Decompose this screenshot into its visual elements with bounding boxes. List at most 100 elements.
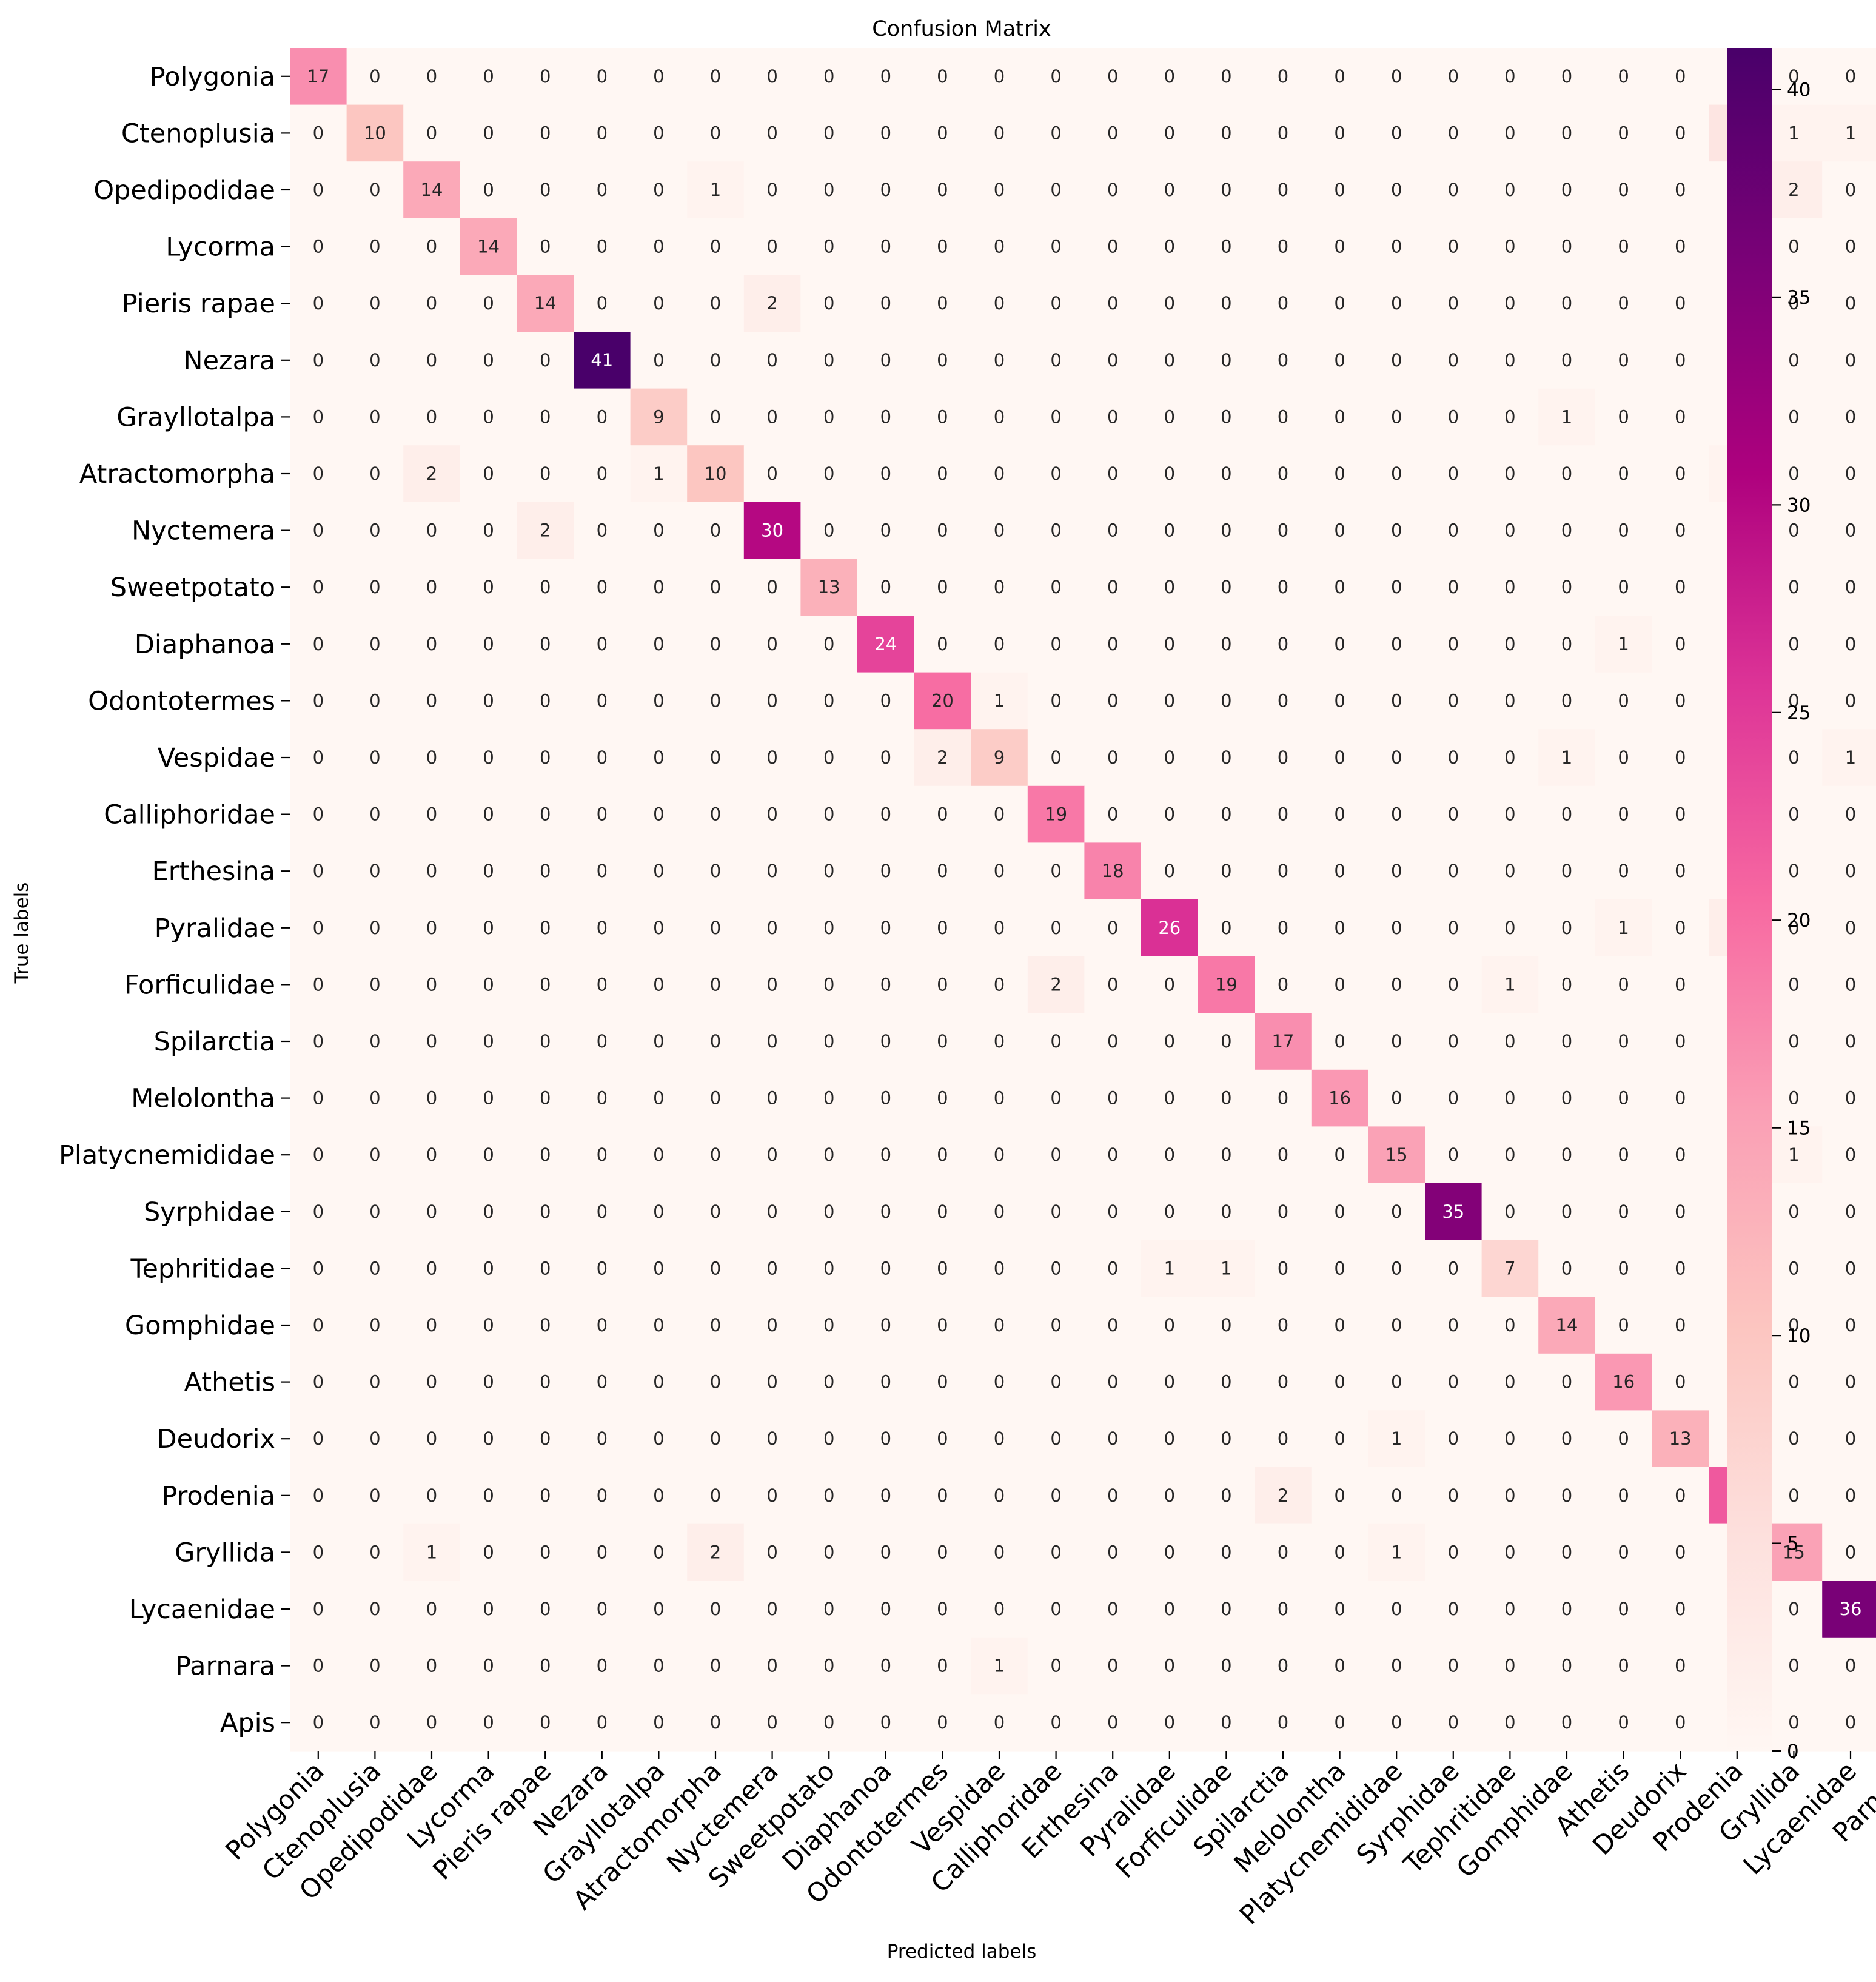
cell-value: 0 <box>880 237 891 257</box>
colorbar-tick-label: 25 <box>1787 702 1811 724</box>
cell-value: 0 <box>540 1258 551 1278</box>
cell-value: 0 <box>1504 1485 1515 1506</box>
heatmap-cell <box>630 502 688 559</box>
heatmap-cell <box>1368 956 1425 1013</box>
heatmap-cell <box>1084 956 1142 1013</box>
heatmap-cell <box>857 785 915 843</box>
cell-value: 0 <box>1618 804 1629 825</box>
heatmap-cell <box>403 672 461 730</box>
heatmap-cell <box>1141 388 1199 446</box>
heatmap-cell <box>630 842 688 900</box>
heatmap-cell <box>630 616 688 673</box>
cell-value: 0 <box>1334 237 1345 257</box>
heatmap-cell <box>1311 104 1368 162</box>
cell-value: 0 <box>1334 804 1345 825</box>
cell-value: 0 <box>1391 918 1402 938</box>
heatmap-cell <box>1822 559 1876 616</box>
heatmap-cell <box>1027 104 1085 162</box>
heatmap-cell <box>800 1694 858 1752</box>
cell-value: 0 <box>653 1372 664 1392</box>
cell-value: 0 <box>1107 123 1118 143</box>
cell-value: 0 <box>313 1372 324 1392</box>
cell-value: 0 <box>1107 1258 1118 1278</box>
heatmap-cell <box>574 275 631 332</box>
cell-value: 0 <box>1334 1258 1345 1278</box>
cell-value: 0 <box>937 1599 948 1619</box>
cell-value: 0 <box>1675 634 1686 654</box>
cell-value: 0 <box>1504 1542 1515 1562</box>
heatmap-cell <box>460 1240 517 1297</box>
heatmap-cell <box>1368 1581 1425 1638</box>
cell-value: 0 <box>483 1372 494 1392</box>
heatmap-cell <box>1084 729 1142 787</box>
heatmap-cell <box>1652 1523 1709 1581</box>
heatmap-cell <box>800 1069 858 1127</box>
cell-value: 0 <box>1561 804 1572 825</box>
heatmap-cell <box>1084 445 1142 503</box>
heatmap-cell <box>517 218 574 275</box>
heatmap-cell <box>1198 785 1255 843</box>
cell-value: 0 <box>1334 1144 1345 1165</box>
cell-value: 0 <box>1618 1144 1629 1165</box>
cell-value: 0 <box>540 747 551 768</box>
cell-value: 0 <box>1845 861 1856 881</box>
cell-value: 0 <box>653 690 664 711</box>
cell-value: 0 <box>1618 1656 1629 1676</box>
cell-value: 0 <box>1448 1088 1459 1109</box>
heatmap-cell <box>1595 104 1652 162</box>
heatmap-cell <box>971 1297 1028 1354</box>
cell-value: 35 <box>1442 1201 1464 1222</box>
cell-value: 0 <box>1050 577 1061 597</box>
cell-value: 0 <box>1788 690 1799 711</box>
heatmap-cell <box>857 502 915 559</box>
heatmap-cell <box>1765 1353 1823 1411</box>
heatmap-cell <box>1538 1523 1596 1581</box>
cell-value: 0 <box>823 861 834 881</box>
heatmap-cell <box>574 842 631 900</box>
colorbar-tick-label: 0 <box>1787 1741 1799 1762</box>
heatmap-cell <box>1084 672 1142 730</box>
heatmap-cell <box>1652 672 1709 730</box>
heatmap-cell <box>1311 218 1368 275</box>
cell-value: 0 <box>1845 1428 1856 1449</box>
cell-value: 0 <box>369 918 380 938</box>
cell-value: 0 <box>1618 690 1629 711</box>
heatmap-cell <box>1027 1240 1085 1297</box>
x-axis: PolygoniaCtenoplusiaOpedipodidaeLycormaP… <box>220 1751 1876 1930</box>
heatmap-cell <box>1141 616 1199 673</box>
cell-value: 0 <box>766 974 777 995</box>
cell-value: 0 <box>540 1485 551 1506</box>
heatmap-cell <box>346 1126 404 1184</box>
cell-value: 0 <box>994 577 1005 597</box>
heatmap-cell <box>1255 559 1312 616</box>
heatmap-cell <box>517 1183 574 1241</box>
heatmap-cell <box>1141 275 1199 332</box>
cell-value: 0 <box>994 463 1005 484</box>
heatmap-cell <box>1368 1126 1425 1184</box>
y-tick-label: Gryllida <box>175 1537 275 1568</box>
heatmap-cell <box>1595 218 1652 275</box>
cell-value: 2 <box>540 520 551 541</box>
cell-value: 0 <box>1448 1258 1459 1278</box>
heatmap-cell <box>1652 616 1709 673</box>
heatmap-cell <box>346 1467 404 1525</box>
cell-value: 0 <box>766 577 777 597</box>
cell-value: 0 <box>1278 804 1288 825</box>
heatmap-cell <box>1255 1581 1312 1638</box>
heatmap-cell <box>1595 1581 1652 1638</box>
heatmap-cell <box>403 275 461 332</box>
cell-value: 0 <box>313 918 324 938</box>
heatmap-cell <box>1141 161 1199 219</box>
cell-value: 0 <box>710 1599 721 1619</box>
cell-value: 0 <box>1845 918 1856 938</box>
heatmap-cell <box>1255 104 1312 162</box>
cell-value: 0 <box>766 463 777 484</box>
cell-value: 0 <box>426 237 437 257</box>
cell-value: 0 <box>1107 237 1118 257</box>
heatmap-cell <box>1141 445 1199 503</box>
cell-value: 0 <box>426 1656 437 1676</box>
cell-value: 0 <box>1845 1542 1856 1562</box>
heatmap-cell <box>971 48 1028 106</box>
heatmap-cell <box>1822 956 1876 1013</box>
heatmap-cell <box>1027 332 1085 389</box>
